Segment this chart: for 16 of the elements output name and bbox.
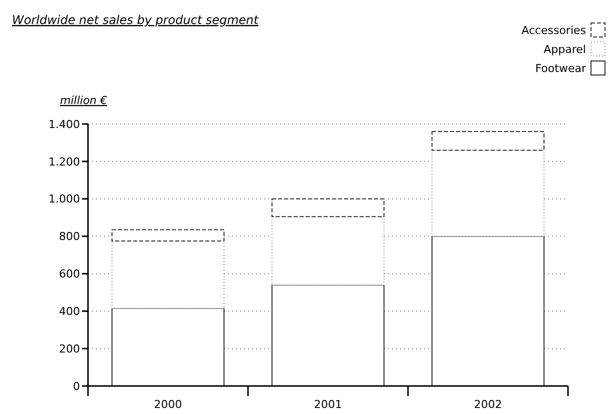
chart-title: Worldwide net sales by product segment [12,13,260,27]
x-tick-label: 2002 [474,398,502,411]
legend-label: Footwear [535,62,586,75]
x-tick-label: 2001 [314,398,342,411]
y-tick-label: 200 [59,342,80,356]
legend-label: Accessories [522,24,586,37]
y-tick-label: 1.000 [48,192,80,206]
y-tick-label: 600 [59,268,80,281]
x-tick-label: 2000 [154,398,182,411]
legend-label: Apparel [544,42,586,56]
y-tick-label: 1.200 [48,155,80,168]
y-tick-label: 0 [73,380,80,393]
y-tick-label: 1.400 [48,118,80,131]
y-axis-title: million € [60,94,108,107]
y-tick-label: 800 [59,230,80,244]
y-tick-label: 400 [59,304,80,318]
